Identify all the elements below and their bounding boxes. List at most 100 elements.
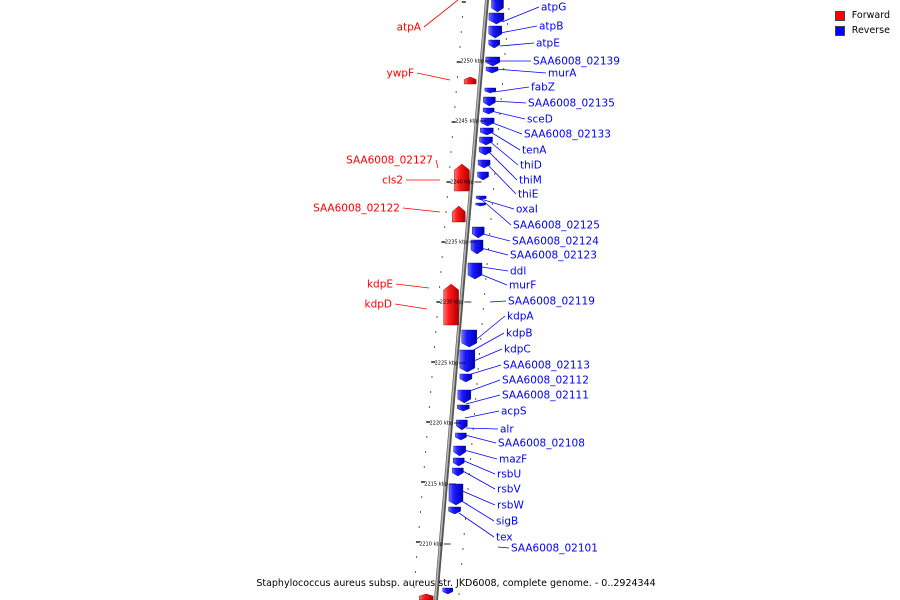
gene-leader-line	[476, 246, 509, 256]
gene-leader-line	[469, 332, 505, 353]
gene-label-mura[interactable]: murA	[548, 68, 577, 80]
reverse-feature	[472, 226, 485, 239]
gene-label-saa6008_02122[interactable]: SAA6008_02122	[313, 203, 400, 215]
reverse-feature	[457, 404, 470, 412]
reverse-feature	[475, 195, 487, 201]
reverse-feature	[442, 587, 453, 595]
gene-label-kdpa[interactable]: kdpA	[507, 311, 534, 323]
gene-label-saa6008_02135[interactable]: SAA6008_02135	[528, 98, 615, 110]
reverse-feature	[456, 419, 468, 431]
gene-label-saa6008_02127[interactable]: SAA6008_02127	[346, 155, 433, 167]
scale-tick-label: 2230 kbp	[440, 300, 464, 306]
gene-label-ywpf[interactable]: ywpF	[386, 68, 414, 80]
gene-leader-line	[499, 42, 535, 47]
reverse-feature	[482, 107, 495, 115]
gene-label-acps[interactable]: acpS	[501, 406, 527, 418]
gene-label-atpg[interactable]: atpG	[541, 2, 566, 14]
gene-label-mazf[interactable]: mazF	[499, 454, 527, 466]
gene-label-saa6008_02113[interactable]: SAA6008_02113	[503, 360, 590, 372]
gene-leader-line	[486, 149, 518, 181]
gene-label-saa6008_02133[interactable]: SAA6008_02133	[524, 129, 611, 141]
gene-leader-line	[492, 100, 527, 104]
gene-label-murf[interactable]: murF	[509, 280, 536, 292]
reverse-swatch	[834, 25, 845, 36]
gene-label-thie[interactable]: thiE	[518, 189, 538, 201]
gene-label-fabz[interactable]: fabZ	[531, 82, 555, 94]
gene-leader-line	[497, 546, 510, 549]
gene-label-kdpd[interactable]: kdpD	[365, 299, 393, 311]
gene-leader-line	[483, 199, 515, 210]
gene-label-saa6008_02139[interactable]: SAA6008_02139	[533, 56, 620, 68]
gene-leader-line	[463, 449, 498, 460]
gene-label-atpb[interactable]: atpB	[539, 21, 563, 33]
gene-label-saa6008_02123[interactable]: SAA6008_02123	[510, 250, 597, 262]
gene-label-sced[interactable]: sceD	[527, 114, 553, 126]
forward-feature	[454, 163, 470, 192]
gene-label-alr[interactable]: alr	[500, 424, 514, 436]
reverse-feature	[483, 96, 496, 107]
gene-label-thim[interactable]: thiM	[519, 175, 542, 187]
gene-label-saa6008_02108[interactable]: SAA6008_02108	[498, 438, 585, 450]
gene-label-tex[interactable]: tex	[496, 532, 513, 544]
gene-label-saa6008_02101[interactable]: SAA6008_02101	[511, 543, 598, 555]
gene-leader-line	[461, 459, 496, 475]
reverse-feature	[461, 329, 477, 348]
reverse-feature	[479, 136, 493, 146]
forward-swatch	[834, 10, 845, 21]
gene-leader-line	[466, 379, 501, 393]
gene-label-tena[interactable]: tenA	[522, 145, 547, 157]
gene-label-kdpb[interactable]: kdpB	[506, 328, 533, 340]
gene-leader-line	[490, 110, 526, 120]
gene-leader-line	[474, 265, 509, 272]
legend-item-forward: Forward	[834, 8, 890, 23]
forward-feature	[419, 593, 434, 600]
gene-label-kdpe[interactable]: kdpE	[367, 279, 393, 291]
reverse-feature	[459, 349, 476, 373]
reverse-feature	[475, 202, 486, 207]
scale-tick-label: 2245 kbp	[455, 119, 479, 125]
gene-label-sigb[interactable]: sigB	[496, 516, 518, 528]
scale-tick-label: 2225 kbp	[435, 361, 459, 367]
gene-leader-line	[402, 207, 441, 213]
scale-tick-label: 2240 kbp	[450, 180, 474, 186]
gene-leader-line	[467, 364, 502, 376]
legend-reverse-label: Reverse	[851, 25, 890, 36]
gene-leader-line	[499, 25, 538, 34]
gene-leader-line	[494, 68, 547, 74]
gene-label-saa6008_02119[interactable]: SAA6008_02119	[508, 296, 595, 308]
gene-leader-line	[464, 410, 500, 419]
gene-label-thid[interactable]: thiD	[520, 160, 542, 172]
reverse-feature	[491, 0, 504, 13]
gene-label-oxai[interactable]: oxaI	[516, 204, 538, 216]
gene-label-saa6008_02124[interactable]: SAA6008_02124	[512, 236, 599, 248]
gene-label-atpa[interactable]: atpA	[397, 22, 422, 34]
reverse-feature	[455, 432, 467, 441]
gene-label-rsbu[interactable]: rsbU	[497, 469, 521, 481]
reverse-feature	[488, 25, 502, 39]
gene-label-saa6008_02125[interactable]: SAA6008_02125	[513, 220, 600, 232]
gene-leader-line	[489, 121, 523, 135]
gene-label-rsbv[interactable]: rsbV	[497, 484, 521, 496]
gene-label-kdpc[interactable]: kdpC	[504, 344, 531, 356]
scale-tick-label: 2210 kbp	[419, 542, 443, 548]
gene-leader-line	[435, 159, 439, 169]
gene-label-rsbw[interactable]: rsbW	[497, 500, 524, 512]
reverse-feature	[488, 12, 505, 25]
genome-caption: Staphylococcus aureus subsp. aureus str.…	[256, 578, 656, 589]
gene-label-cls2[interactable]: cls2	[382, 175, 403, 187]
gene-label-saa6008_02111[interactable]: SAA6008_02111	[502, 390, 589, 402]
gene-leader-line	[394, 303, 428, 310]
gene-leader-line	[481, 199, 512, 226]
gene-leader-line	[395, 283, 430, 289]
gene-label-ddl[interactable]: ddl	[510, 266, 526, 278]
gene-leader-line	[468, 348, 503, 364]
gene-leader-line	[416, 72, 451, 81]
gene-label-atpe[interactable]: atpE	[536, 38, 560, 50]
gene-leader-line	[474, 271, 508, 286]
gene-leader-line	[471, 315, 506, 344]
gene-leader-line	[459, 499, 495, 522]
forward-feature	[463, 76, 477, 85]
scale-tick-label: 2215 kbp	[424, 482, 448, 488]
gene-label-saa6008_02112[interactable]: SAA6008_02112	[502, 375, 589, 387]
